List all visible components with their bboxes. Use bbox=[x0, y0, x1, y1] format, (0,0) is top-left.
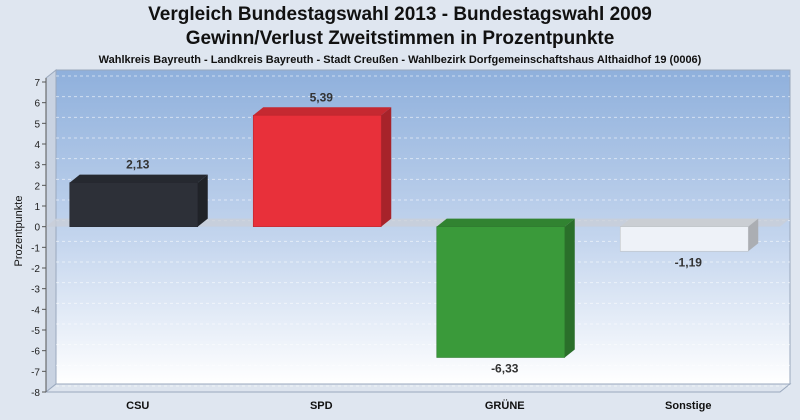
y-tick-label: -1 bbox=[31, 243, 40, 254]
y-tick-label: -3 bbox=[31, 285, 40, 296]
bar-top bbox=[69, 174, 208, 183]
bar-csu bbox=[69, 174, 208, 227]
bar-top bbox=[620, 218, 759, 227]
y-tick-label: 6 bbox=[34, 99, 40, 110]
y-tick-label: -5 bbox=[31, 326, 40, 337]
y-tick-label: 7 bbox=[34, 78, 40, 89]
chart-title: Vergleich Bundestagswahl 2013 - Bundesta… bbox=[148, 4, 652, 25]
floor bbox=[44, 383, 792, 393]
x-tick-label: CSU bbox=[126, 400, 149, 412]
y-axis-label: Prozentpunkte bbox=[13, 196, 25, 267]
bar-front bbox=[69, 182, 199, 227]
bar-front bbox=[252, 114, 382, 227]
bar-top bbox=[436, 218, 575, 227]
zero-plane bbox=[46, 218, 790, 227]
bar-top bbox=[253, 107, 392, 116]
bar-front bbox=[619, 226, 749, 252]
bar-spd bbox=[252, 107, 392, 227]
side-wall bbox=[45, 68, 57, 394]
bar-side bbox=[748, 218, 759, 252]
y-tick-label: 2 bbox=[34, 181, 40, 192]
y-tick-label: -2 bbox=[31, 264, 40, 275]
bar-side bbox=[381, 107, 392, 227]
bar-side bbox=[564, 218, 575, 358]
y-tick-label: 3 bbox=[34, 161, 40, 172]
chart-caption: Wahlkreis Bayreuth - Landkreis Bayreuth … bbox=[98, 54, 702, 66]
y-tick-label: -4 bbox=[31, 305, 40, 316]
x-tick-label: SPD bbox=[310, 400, 333, 412]
x-tick-label: Sonstige bbox=[665, 400, 711, 412]
y-tick-label: -6 bbox=[31, 347, 40, 358]
x-tick-label: GRÜNE bbox=[485, 399, 525, 412]
bar-sonstige bbox=[619, 218, 759, 252]
data-label: 2,13 bbox=[126, 158, 150, 172]
y-tick-label: 1 bbox=[34, 202, 40, 213]
bar-side bbox=[197, 174, 208, 227]
y-tick-label: -7 bbox=[31, 367, 40, 378]
data-label: -1,19 bbox=[675, 255, 703, 269]
data-label: 5,39 bbox=[310, 90, 334, 104]
bar-front bbox=[436, 226, 566, 358]
chart-subtitle: Gewinn/Verlust Zweitstimmen in Prozentpu… bbox=[185, 28, 615, 49]
data-label: -6,33 bbox=[491, 361, 519, 375]
y-tick-label: -8 bbox=[31, 388, 40, 399]
y-tick-label: 0 bbox=[34, 223, 40, 234]
y-tick-label: 5 bbox=[34, 119, 40, 130]
y-tick-label: 4 bbox=[34, 140, 40, 151]
bar-grüne bbox=[436, 218, 575, 358]
